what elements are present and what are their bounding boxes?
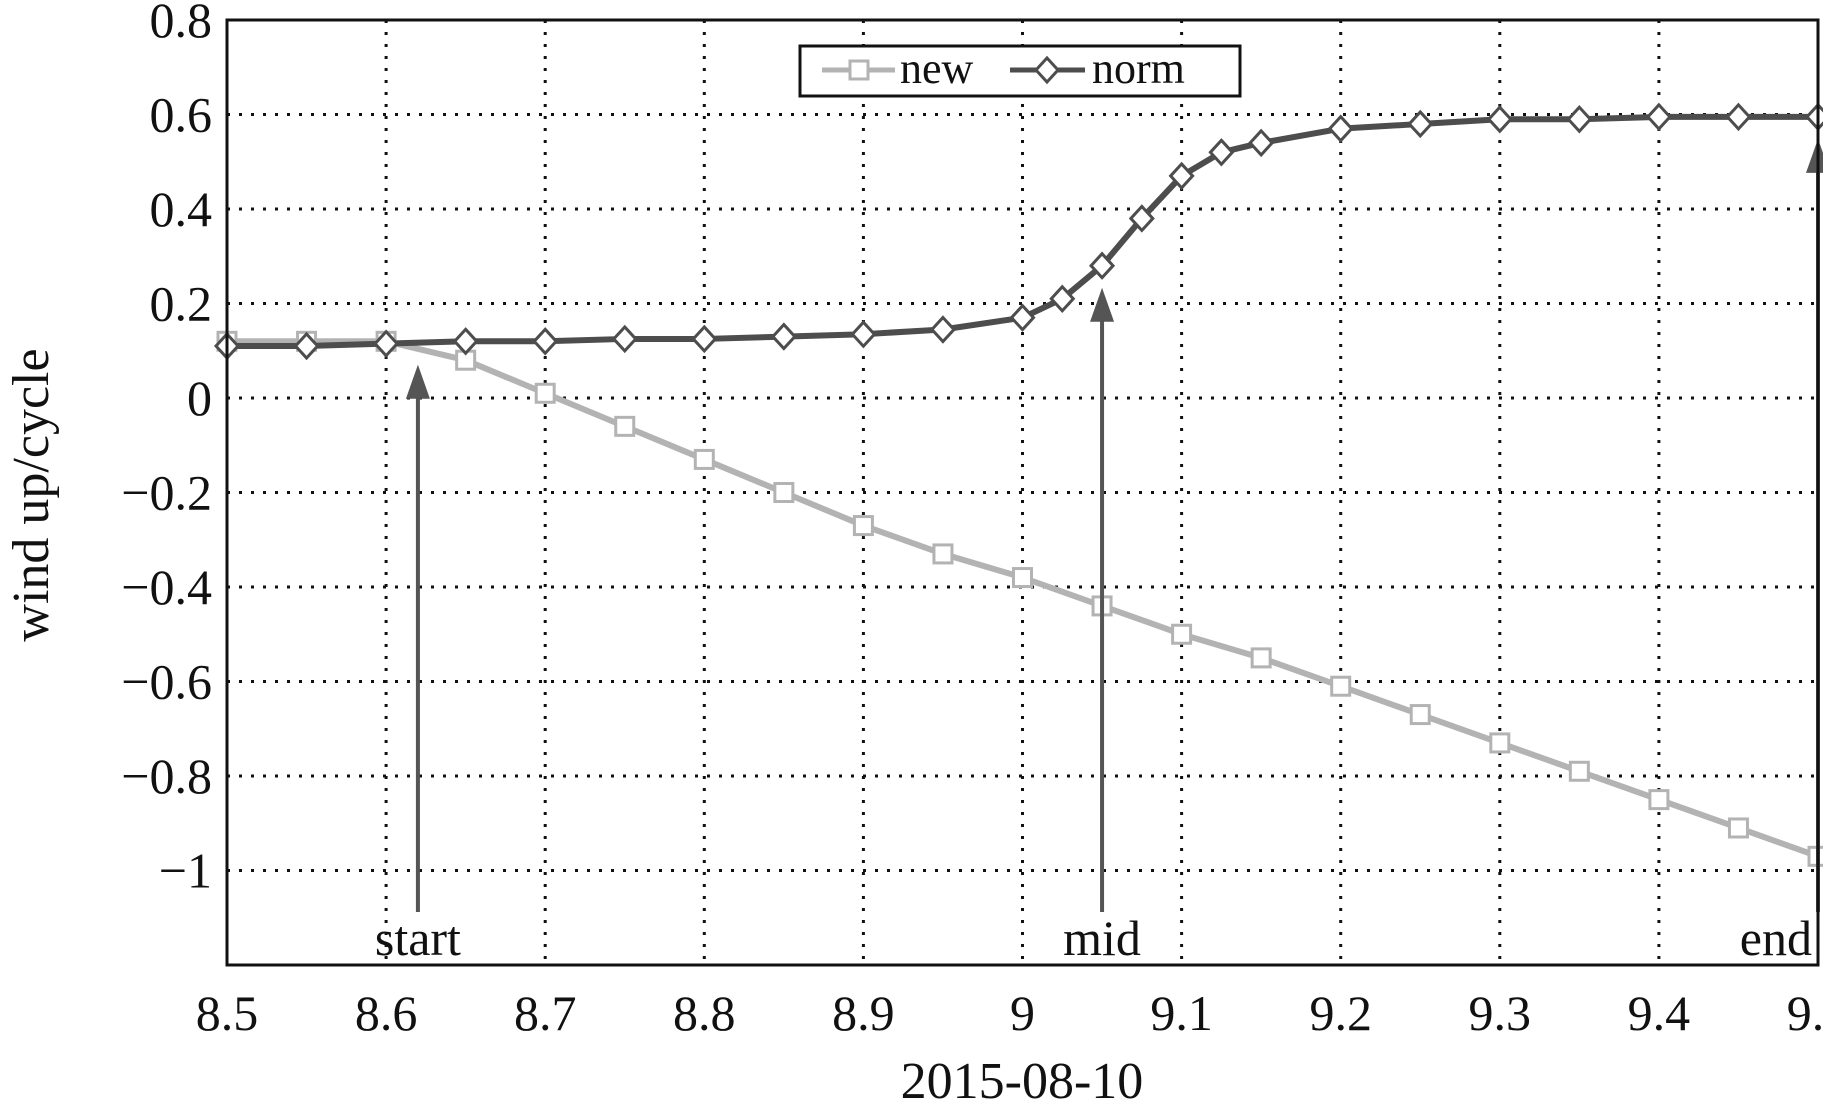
annotation-arrowhead-mid — [1090, 287, 1115, 322]
data-point-norm — [1645, 102, 1672, 132]
annotation-label-start: start — [375, 910, 461, 966]
y-tick-label: 0.4 — [150, 181, 213, 237]
data-point-norm — [1725, 102, 1752, 132]
y-tick-label: −0.2 — [121, 465, 212, 521]
data-point-new — [1489, 732, 1511, 754]
legend-new-marker — [848, 59, 870, 81]
x-tick-label: 9 — [1010, 985, 1035, 1041]
data-point-norm — [1486, 105, 1513, 134]
x-tick-label: 9.4 — [1628, 985, 1691, 1041]
data-point-new — [852, 515, 874, 537]
data-point-norm — [929, 315, 956, 344]
x-tick-label: 8.5 — [196, 985, 259, 1041]
x-tick-label: 9.5 — [1787, 985, 1823, 1041]
series-line-norm — [227, 113, 1818, 350]
legend-norm-marker — [1033, 55, 1061, 85]
data-point-norm — [1009, 303, 1036, 332]
y-tick-label: −0.4 — [121, 559, 212, 615]
data-point-norm — [691, 324, 718, 354]
y-tick-label: 0.8 — [150, 0, 213, 48]
data-point-norm — [611, 324, 638, 354]
annotation-label-end: end — [1740, 910, 1812, 966]
y-tick-label: 0.6 — [150, 87, 213, 143]
data-point-norm — [1208, 138, 1235, 167]
data-point-new — [1171, 623, 1193, 645]
data-point-new — [614, 415, 636, 437]
x-tick-label: 8.6 — [355, 985, 418, 1041]
y-tick-label: 0 — [187, 370, 212, 426]
x-tick-labels: 8.5 8.6 8.7 8.8 8.9 9 9.1 9.2 9.3 9.4 9.5 — [196, 985, 1823, 1041]
data-point-norm — [1049, 284, 1076, 313]
y-tick-label: 0.2 — [150, 276, 213, 332]
data-point-norm — [1566, 105, 1593, 134]
data-point-norm — [850, 319, 877, 349]
y-tick-labels: 0.8 0.6 0.4 0.2 0 −0.2 −0.4 −0.6 −0.8 −1 — [121, 0, 212, 899]
data-point-norm — [1248, 128, 1275, 158]
x-axis-title: 2015-08-10 — [901, 1053, 1144, 1110]
data-point-new — [534, 382, 556, 404]
data-point-new — [1568, 760, 1590, 782]
data-point-norm — [1327, 114, 1354, 143]
data-point-norm — [1407, 109, 1434, 139]
x-tick-label: 9.2 — [1309, 985, 1372, 1041]
data-point-norm — [452, 327, 479, 356]
x-tick-label: 9.1 — [1150, 985, 1213, 1041]
y-tick-label: −0.8 — [121, 748, 212, 804]
x-tick-label: 8.9 — [832, 985, 895, 1041]
annotation-label-mid: mid — [1063, 910, 1141, 966]
data-point-new — [1727, 817, 1749, 839]
plot-frame — [225, 18, 1820, 967]
x-tick-label: 8.7 — [514, 985, 577, 1041]
data-point-norm — [293, 331, 320, 361]
gridlines — [227, 20, 1818, 965]
data-point-new — [1012, 567, 1033, 589]
series-norm — [213, 102, 1823, 361]
legend: new norm — [798, 44, 1242, 98]
data-point-norm — [532, 327, 559, 356]
data-point-new — [1648, 789, 1670, 811]
data-point-new — [773, 482, 795, 503]
data-point-new — [1330, 675, 1352, 697]
data-point-norm — [1168, 161, 1195, 191]
data-point-new — [932, 543, 954, 565]
data-point-norm — [770, 322, 797, 351]
data-point-norm — [373, 329, 400, 358]
x-tick-label: 8.8 — [673, 985, 736, 1041]
x-tick-label: 9.3 — [1469, 985, 1532, 1041]
data-point-norm — [1128, 204, 1155, 233]
y-tick-label: −0.6 — [121, 654, 212, 710]
data-point-norm — [1089, 251, 1116, 280]
annotation-arrowhead-start — [405, 364, 430, 399]
data-point-new — [693, 448, 715, 470]
legend-new-label: new — [900, 44, 974, 93]
data-point-new — [1409, 704, 1431, 726]
legend-norm-label: norm — [1092, 44, 1185, 93]
y-axis-title: wind up/cycle — [3, 348, 60, 641]
data-point-new — [1250, 647, 1272, 669]
y-tick-label: −1 — [159, 843, 212, 899]
data-series — [213, 102, 1823, 867]
